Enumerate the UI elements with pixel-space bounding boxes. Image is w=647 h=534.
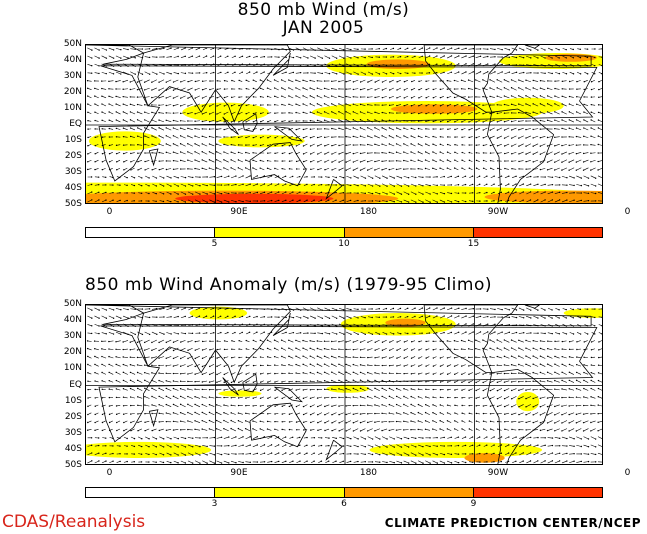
wind-speed-shading [563, 308, 602, 318]
wind-vectors [86, 307, 602, 464]
lat-label: 40S [64, 183, 82, 193]
lon-label: 0 [624, 207, 631, 217]
lon-label: 180 [359, 468, 378, 478]
coastline-samerica [486, 368, 555, 464]
lon-label: 90E [230, 207, 248, 217]
lon-label: 0 [106, 468, 113, 478]
coastline-borneo [242, 113, 258, 132]
lat-label: 10N [63, 103, 82, 113]
lat-label: 10S [64, 395, 82, 406]
coastline-madagascar [148, 148, 159, 167]
lon-label: 90W [487, 468, 509, 478]
wind-speed-shading [218, 134, 305, 148]
coastline-africa [98, 325, 598, 443]
coastline-samerica [486, 108, 555, 203]
coastline-greenlandtip [524, 45, 540, 49]
lat-label: 10N [63, 363, 82, 374]
colorbar-threshold-label: 3 [211, 499, 218, 509]
lon-label: 90E [230, 468, 248, 478]
coastline-sumatra [222, 377, 239, 396]
coastline-newguinea [274, 126, 303, 142]
lat-label: 10S [64, 135, 82, 145]
map-canvas [86, 45, 602, 203]
wind-speed-shading [366, 59, 430, 69]
colorbar-swatch [344, 488, 474, 497]
lon-label: 0 [106, 207, 113, 217]
colorbar-swatch [473, 228, 602, 237]
wind-speed-colorbar [85, 227, 603, 238]
colorbar-threshold-label: 10 [338, 239, 350, 249]
coastline-nz [325, 439, 343, 461]
colorbar-swatch [86, 228, 216, 237]
coastline-sumatra [222, 116, 239, 135]
lat-label: EQ [69, 119, 82, 129]
lat-label: 40N [63, 315, 82, 326]
lat-label: EQ [69, 379, 82, 390]
colorbar-threshold-label: 9 [470, 499, 477, 509]
coastline-newguinea [274, 386, 303, 403]
lat-label: 20N [63, 347, 82, 358]
lat-label: 40S [64, 443, 82, 454]
wind-speed-shading [88, 131, 161, 151]
coastline-greenlandtip [524, 305, 540, 309]
agency-credit: CLIMATE PREDICTION CENTER/NCEP [384, 516, 641, 530]
lat-label: 20S [64, 411, 82, 422]
colorbar-swatch [344, 228, 474, 237]
colorbar-swatch [473, 488, 602, 497]
lon-label: 180 [359, 207, 378, 217]
coastline-europe [86, 45, 592, 67]
lat-label: 30S [64, 427, 82, 438]
wind-speed-shading [175, 193, 334, 203]
lat-label: 20N [63, 87, 82, 97]
coastline-madagascar [148, 409, 159, 428]
wind-speed-shading [491, 97, 564, 114]
coastline-africa [98, 65, 598, 182]
wind-speed-shading [391, 104, 478, 114]
wind-vectors [86, 47, 602, 203]
wind-anomaly-map [85, 304, 603, 465]
lat-label: 50S [64, 199, 82, 209]
colorbar-swatch [215, 488, 345, 497]
wind-speed-shading [326, 384, 370, 393]
coastline-europe [86, 305, 592, 327]
anomaly-map-title: 850 mb Wind Anomaly (m/s) (1979-95 Climo… [85, 275, 492, 295]
wind-speed-shading [516, 391, 540, 412]
lat-label: 30N [63, 331, 82, 342]
wind-anomaly-colorbar [85, 487, 603, 498]
colorbar-swatch [86, 488, 216, 497]
lon-label: 90W [487, 207, 509, 217]
coastline-namerica [423, 305, 519, 373]
data-source-label: CDAS/Reanalysis [2, 512, 146, 532]
coastline-australia [249, 142, 307, 187]
colorbar-threshold-label: 15 [467, 239, 480, 249]
wind-speed-shading [189, 306, 248, 320]
map-canvas [86, 305, 602, 464]
lat-label: 30N [63, 71, 82, 81]
coastline-australia [249, 402, 307, 448]
lat-label: 20S [64, 151, 82, 161]
lat-label: 50S [64, 460, 82, 470]
top-map-date: JAN 2005 [282, 18, 365, 38]
top-map-title: 850 mb Wind (m/s) [237, 0, 410, 20]
wind-speed-map [85, 44, 603, 204]
coastline-namerica [423, 45, 519, 113]
colorbar-threshold-label: 5 [211, 239, 218, 249]
lat-label: 50N [63, 39, 82, 49]
colorbar-threshold-label: 6 [341, 499, 347, 509]
lat-label: 30S [64, 167, 82, 177]
map-gridlines [86, 305, 602, 464]
map-gridlines [86, 45, 602, 203]
lat-label: 50N [63, 299, 82, 309]
lat-label: 40N [63, 55, 82, 65]
colorbar-swatch [215, 228, 345, 237]
wind-speed-shading [484, 190, 602, 203]
coastline-borneo [242, 373, 258, 393]
lon-label: 0 [624, 468, 631, 478]
wind-speed-shading [218, 390, 262, 397]
